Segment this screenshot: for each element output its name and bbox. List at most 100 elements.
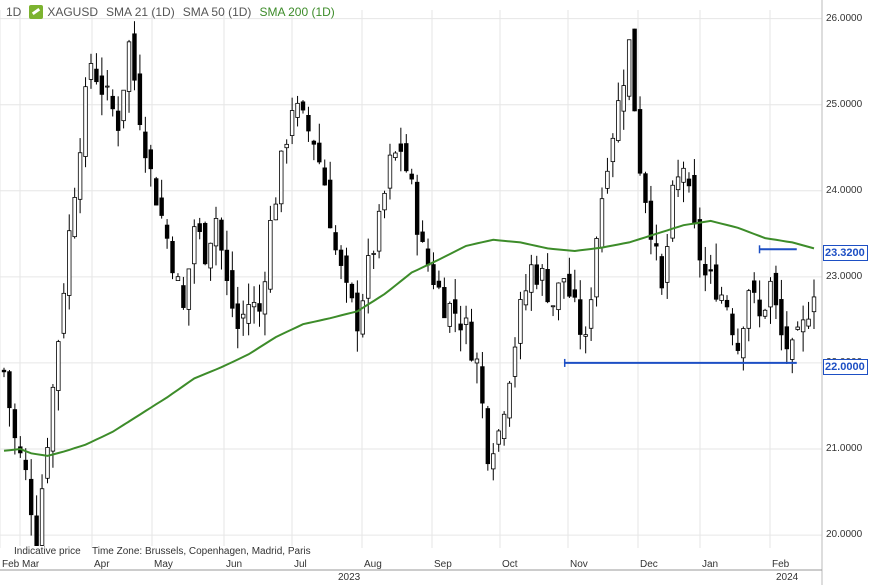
y-tick-label: 24.0000 <box>826 184 863 196</box>
candle-body-down <box>164 224 170 239</box>
x-tick-label: Mar <box>22 559 40 570</box>
candle-body-down <box>697 219 703 261</box>
candle <box>594 236 599 307</box>
y-tick-label: 23.0000 <box>826 270 863 282</box>
candle <box>376 204 382 259</box>
candle <box>99 57 105 116</box>
x-tick-label: Aug <box>364 559 382 570</box>
timeframe-label[interactable]: 1D <box>6 5 22 19</box>
x-tick-label: Apr <box>94 559 110 570</box>
candle-body-down <box>197 223 202 232</box>
candle-body-down <box>534 264 539 285</box>
candle <box>382 190 387 219</box>
candle <box>235 286 240 349</box>
candle <box>164 219 170 249</box>
symbol-label[interactable]: XAGUSD <box>47 5 99 19</box>
candle-body-up <box>213 218 219 247</box>
chart-grid <box>0 0 823 585</box>
candle <box>366 238 371 314</box>
candle <box>360 293 365 338</box>
candle <box>23 448 28 481</box>
support-price-badge: 22.0000 <box>823 359 868 375</box>
candle-body-down <box>708 269 713 272</box>
candle-body-down <box>1 369 7 373</box>
candle <box>567 257 572 299</box>
candle-body-up <box>56 341 61 391</box>
candle-body-up <box>126 41 132 92</box>
candle-body-up <box>72 197 77 238</box>
candle-body-up <box>665 246 670 283</box>
candle <box>251 286 257 324</box>
candle-body-down <box>414 181 420 235</box>
candle <box>681 161 686 203</box>
candle-body-down <box>442 287 447 319</box>
candle-body-down <box>648 200 654 240</box>
candle-body-up <box>518 299 523 344</box>
candle <box>121 89 126 129</box>
candle-body-up <box>284 143 289 149</box>
candle-body-up <box>246 304 251 324</box>
candle-body-up <box>192 226 197 265</box>
candle-body-up <box>376 210 382 252</box>
candle-body-down <box>170 240 175 274</box>
candle-body-up <box>741 328 746 359</box>
candle <box>670 180 675 242</box>
candle-body-down <box>7 371 12 409</box>
candle-body-down <box>349 283 355 299</box>
candle <box>202 221 208 266</box>
candle <box>485 405 491 471</box>
horizontal-lines <box>563 245 797 367</box>
candle <box>529 254 534 311</box>
candle <box>327 161 333 229</box>
candle-body-up <box>273 203 279 221</box>
sma21-label[interactable]: SMA 21 (1D) <box>106 5 175 19</box>
candle-body-down <box>724 299 730 308</box>
candle <box>18 436 23 458</box>
candle-body-up <box>121 89 126 122</box>
year-label-2024: 2024 <box>776 572 799 583</box>
indicative-price-note: Indicative price <box>14 546 81 557</box>
candle <box>126 39 132 113</box>
candle-body-up <box>360 300 365 335</box>
candle <box>556 282 561 321</box>
candle <box>463 305 469 345</box>
candle-body-down <box>94 68 99 83</box>
candle <box>273 197 279 221</box>
candle <box>295 95 300 127</box>
candle <box>349 282 355 303</box>
y-tick-label: 21.0000 <box>826 443 863 454</box>
candle-body-down <box>230 270 235 309</box>
candle-body-down <box>420 231 425 242</box>
candle <box>806 301 811 329</box>
candle <box>491 443 496 481</box>
candle-body-up <box>45 447 50 479</box>
x-tick-label: Sep <box>434 559 452 570</box>
candles <box>1 21 817 552</box>
candle <box>1 367 7 378</box>
sma50-label[interactable]: SMA 50 (1D) <box>182 5 252 19</box>
candle-body-up <box>556 282 561 311</box>
candle-body-up <box>795 326 800 330</box>
candle <box>648 185 654 255</box>
sma200-label[interactable]: SMA 200 (1D) <box>259 5 335 19</box>
candle-body-up <box>507 382 512 419</box>
candle <box>474 352 480 384</box>
candle <box>143 116 148 173</box>
candle-body-up <box>474 358 480 364</box>
candle <box>262 271 268 336</box>
x-tick-label: Feb <box>772 559 790 570</box>
candle <box>344 247 349 303</box>
candle-body-down <box>23 459 28 471</box>
candle-body-down <box>398 143 404 152</box>
candle-body-up <box>289 110 295 136</box>
candle <box>637 96 643 176</box>
y-tick-label: 26.0000 <box>826 12 863 24</box>
candle <box>192 219 197 284</box>
candle-body-up <box>811 296 817 313</box>
candle <box>480 352 485 419</box>
candle-body-down <box>181 285 186 308</box>
candle <box>300 100 306 114</box>
candle <box>675 159 681 198</box>
candle <box>279 150 284 213</box>
